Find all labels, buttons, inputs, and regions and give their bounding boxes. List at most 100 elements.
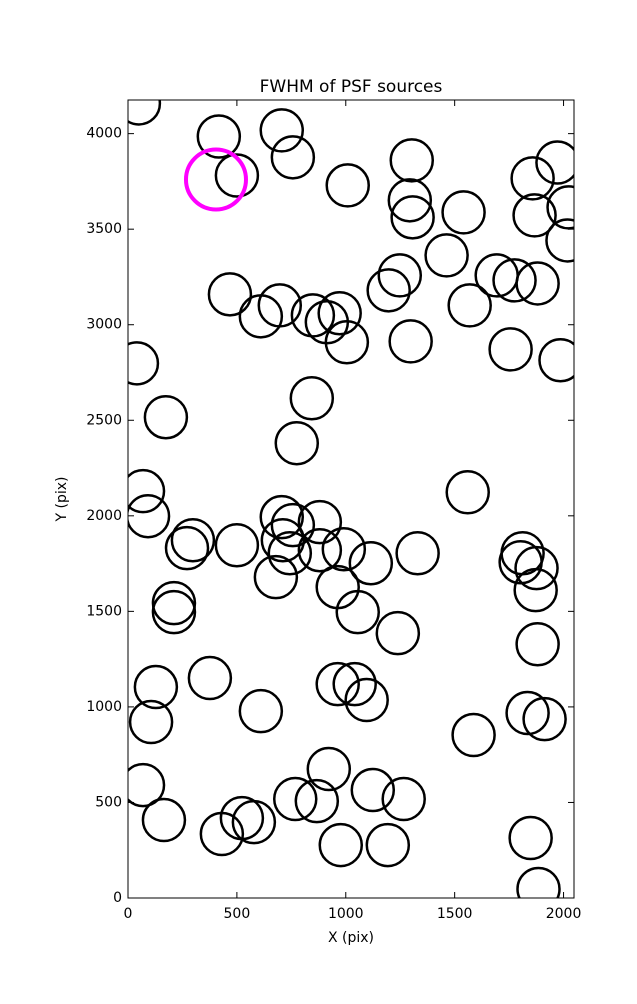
psf-source (289, 376, 335, 421)
psf-source (514, 545, 559, 591)
psf-source (141, 797, 187, 843)
psf-source (492, 258, 537, 303)
y-tick-label: 1500 (86, 603, 122, 619)
psf-source (321, 527, 367, 572)
psf-source (388, 319, 433, 364)
psf-source (538, 338, 574, 383)
highlight-source (183, 147, 248, 212)
psf-source (207, 272, 253, 317)
psf-source (508, 815, 553, 861)
psf-source (259, 108, 304, 153)
psf-source (297, 499, 343, 545)
psf-source (445, 470, 490, 515)
y-tick-label: 2000 (86, 508, 122, 524)
psf-source (253, 554, 299, 600)
psf-source (270, 502, 316, 548)
psf-source (350, 767, 396, 813)
psf-source (315, 564, 360, 610)
x-tick-label: 0 (124, 906, 133, 922)
psf-source (325, 163, 370, 208)
psf-source (315, 661, 360, 707)
psf-source (128, 100, 162, 126)
psf-source (512, 193, 557, 238)
psf-source (214, 522, 260, 568)
psf-source (488, 327, 533, 372)
psf-source (447, 283, 492, 328)
psf-source (387, 178, 433, 223)
psf-source (515, 621, 560, 667)
psf-source (375, 610, 421, 656)
psf-source (510, 156, 555, 201)
psf-source (260, 518, 306, 563)
psf-source (332, 661, 377, 707)
psf-source (143, 394, 189, 440)
psf-source (294, 778, 340, 824)
psf-source (274, 420, 320, 466)
x-tick-label: 2000 (546, 906, 582, 922)
x-axis-label: X (pix) (328, 930, 374, 946)
psf-source (128, 493, 171, 539)
psf-source (128, 341, 160, 386)
psf-source (170, 518, 216, 563)
y-tick-label: 3500 (86, 221, 122, 237)
psf-source (344, 677, 389, 723)
y-axis-label: Y (pix) (54, 477, 70, 523)
plot-area (128, 100, 574, 898)
psf-source (324, 320, 370, 365)
psf-source (365, 822, 411, 868)
psf-source (318, 822, 364, 868)
psf-source (128, 762, 166, 808)
psf-source (390, 195, 435, 240)
psf-source (516, 866, 561, 898)
psf-source (187, 655, 233, 701)
psf-source (306, 746, 352, 792)
psf-source (335, 589, 381, 635)
y-tick-label: 3000 (86, 317, 122, 333)
psf-source (535, 140, 574, 185)
y-tick-label: 2500 (86, 412, 122, 428)
psf-source (196, 114, 242, 159)
psf-source (377, 253, 423, 298)
psf-source (545, 218, 574, 263)
psf-source (259, 494, 304, 540)
psf-source (151, 580, 197, 626)
y-tick-label: 1000 (86, 699, 122, 715)
psf-source (505, 690, 550, 736)
psf-source (297, 527, 343, 573)
psf-source (366, 268, 411, 313)
psf-source (441, 190, 486, 235)
psf-source (522, 696, 567, 742)
psf-source (546, 185, 574, 230)
x-tick-label: 500 (224, 906, 251, 922)
psf-source (513, 567, 558, 613)
y-tick-label: 4000 (86, 126, 122, 142)
psf-source (231, 799, 277, 845)
x-tick-label: 1500 (437, 906, 473, 922)
y-tick-label: 0 (113, 890, 122, 906)
chart-title: FWHM of PSF sources (260, 77, 443, 97)
psf-source (381, 776, 426, 822)
plot-frame (127, 99, 575, 899)
psf-source (214, 153, 260, 198)
psf-source (199, 811, 245, 857)
psf-source (164, 525, 210, 571)
psf-source (515, 261, 560, 306)
x-tick-label: 1000 (328, 906, 364, 922)
psf-source (133, 664, 179, 710)
psf-source (238, 294, 284, 339)
psf-source (424, 233, 469, 278)
psf-source (151, 589, 197, 635)
psf-source (270, 135, 316, 180)
psf-source (238, 688, 284, 734)
psf-source (395, 531, 440, 576)
psf-source (451, 712, 496, 758)
y-tick-label: 500 (95, 794, 122, 810)
psf-source (348, 540, 394, 586)
psf-source (267, 531, 313, 576)
psf-source (128, 468, 166, 514)
psf-source (128, 699, 174, 745)
psf-source (273, 776, 318, 822)
psf-source (389, 138, 435, 183)
psf-source (317, 291, 362, 336)
